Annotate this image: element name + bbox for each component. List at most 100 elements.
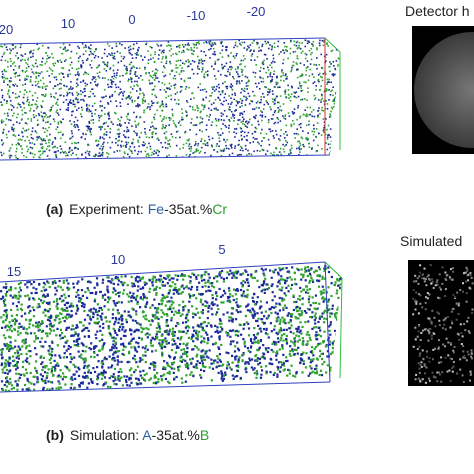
atom xyxy=(58,322,61,325)
atom xyxy=(137,97,139,99)
atom xyxy=(205,124,208,126)
atom xyxy=(47,281,50,284)
atom xyxy=(75,97,77,99)
atom xyxy=(30,80,32,83)
atom xyxy=(110,375,113,378)
atom xyxy=(152,315,155,318)
atom xyxy=(143,94,145,96)
atom xyxy=(19,91,21,93)
atom xyxy=(244,314,247,318)
atom xyxy=(337,351,340,354)
atom xyxy=(309,106,312,109)
atom xyxy=(184,359,187,362)
atom xyxy=(187,287,190,290)
atom xyxy=(332,74,335,77)
atom xyxy=(262,344,265,347)
atom xyxy=(40,111,43,113)
atom xyxy=(50,371,53,374)
atom xyxy=(40,330,43,333)
atom xyxy=(137,150,140,153)
atom xyxy=(309,113,312,116)
atom xyxy=(129,149,132,152)
atom xyxy=(112,57,115,60)
atom xyxy=(69,137,71,140)
atom xyxy=(182,309,185,312)
atom xyxy=(296,330,299,333)
atom xyxy=(199,89,202,91)
atom xyxy=(239,310,242,313)
atom xyxy=(275,331,278,334)
atom xyxy=(32,286,35,289)
atom xyxy=(119,80,121,83)
atom xyxy=(297,105,300,107)
atom xyxy=(315,85,317,87)
atom xyxy=(298,123,301,126)
atom xyxy=(200,341,203,344)
atom xyxy=(151,104,153,107)
atom xyxy=(69,73,72,75)
atom xyxy=(224,373,227,376)
atom xyxy=(257,339,260,342)
atom xyxy=(309,365,312,368)
atom xyxy=(333,351,336,355)
atom xyxy=(309,304,312,307)
atom xyxy=(111,291,115,294)
atom xyxy=(30,68,33,71)
atom xyxy=(260,373,263,376)
atom xyxy=(253,367,256,370)
atom xyxy=(1,55,4,58)
atom xyxy=(1,77,4,79)
atom xyxy=(236,305,240,308)
atom xyxy=(101,281,104,284)
atom xyxy=(260,290,263,293)
atom xyxy=(206,74,209,77)
atom xyxy=(201,362,204,365)
atom xyxy=(208,43,211,45)
atom xyxy=(214,98,217,101)
atom xyxy=(279,366,282,369)
atom xyxy=(90,355,93,358)
atom xyxy=(51,281,55,284)
atom xyxy=(113,302,116,305)
atom xyxy=(260,96,262,98)
atom xyxy=(317,320,320,324)
atom xyxy=(288,369,291,372)
atom xyxy=(62,101,65,104)
atom xyxy=(325,73,327,75)
atom xyxy=(243,136,246,138)
atom xyxy=(282,364,286,367)
atom xyxy=(333,97,336,99)
atom xyxy=(189,280,192,283)
atom xyxy=(109,85,112,88)
atom xyxy=(217,118,220,121)
atom xyxy=(273,295,276,298)
atom xyxy=(169,60,171,63)
atom xyxy=(120,140,123,143)
atom xyxy=(99,100,102,103)
atom xyxy=(163,373,166,376)
atom xyxy=(182,321,185,324)
atom xyxy=(296,55,299,57)
atom xyxy=(6,329,9,332)
atom xyxy=(169,139,171,141)
atom xyxy=(244,104,247,106)
atom xyxy=(34,291,37,295)
atom xyxy=(54,137,56,139)
atom xyxy=(300,278,303,281)
atom xyxy=(90,380,93,383)
atom xyxy=(111,346,114,349)
atom xyxy=(41,93,43,96)
atom xyxy=(165,137,167,139)
atom xyxy=(175,102,178,105)
atom xyxy=(147,106,149,108)
atom xyxy=(98,373,102,376)
atom xyxy=(187,139,190,142)
atom xyxy=(126,69,128,71)
atom xyxy=(182,300,185,303)
atom xyxy=(166,45,168,47)
atom xyxy=(86,366,89,369)
atom xyxy=(93,345,96,348)
atom xyxy=(94,55,97,57)
atom xyxy=(114,341,117,344)
atom xyxy=(32,49,35,52)
